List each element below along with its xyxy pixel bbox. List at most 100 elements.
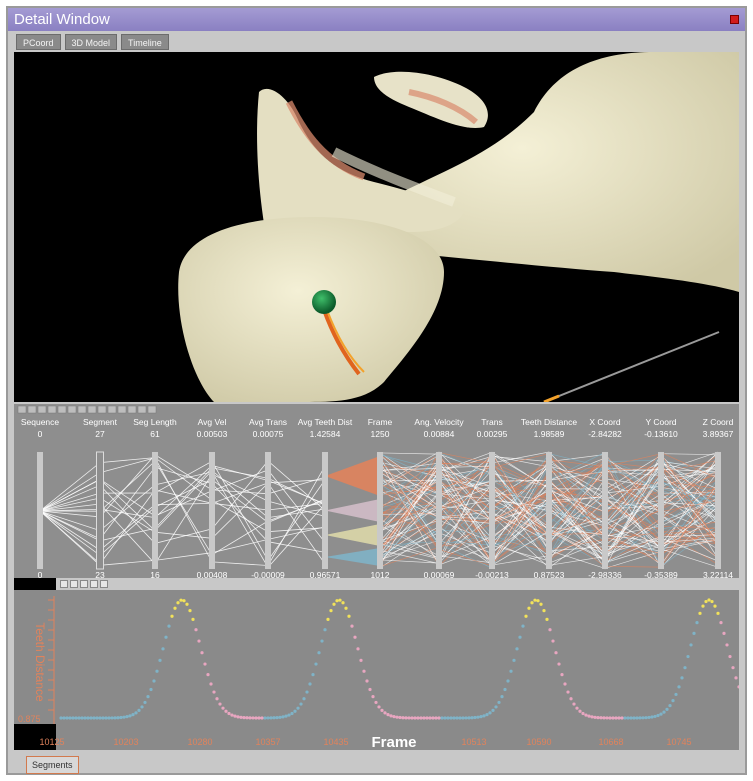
pc-axis[interactable]	[152, 452, 158, 569]
pc-line	[39, 471, 326, 568]
timeline-plot[interactable]: Teeth Distance 0.875 Frame 10125 10203 10280 1…	[14, 590, 739, 750]
timeline-point	[206, 672, 210, 677]
timeline-point	[95, 716, 99, 720]
timeline-point	[488, 711, 492, 715]
timeline-point	[662, 710, 666, 714]
pc-tool-button[interactable]	[87, 405, 97, 414]
pc-tool-button[interactable]	[67, 405, 77, 414]
timeline-point	[140, 705, 144, 709]
timeline-point	[533, 598, 537, 602]
marker-sphere[interactable]	[312, 290, 336, 314]
timeline-point	[74, 716, 78, 720]
pc-cluster-wedge	[325, 456, 380, 496]
timeline-point	[722, 631, 726, 636]
timeline-point	[404, 716, 408, 720]
pc-tool-button[interactable]	[27, 405, 37, 414]
timeline-point	[473, 715, 477, 720]
timeline-point	[251, 716, 255, 720]
3d-model-view[interactable]	[14, 52, 739, 402]
pc-tool-button[interactable]	[147, 405, 157, 414]
timeline-point	[491, 708, 495, 712]
pc-axis[interactable]	[602, 452, 608, 569]
timeline-point	[476, 715, 480, 719]
parallel-coordinates-plot[interactable]: Sequence 0 0 Segment 27 23 Seg Length 61 16 Avg V…	[14, 404, 739, 578]
timeline-x-tick: 10203	[113, 737, 138, 747]
pc-axis[interactable]	[436, 452, 442, 569]
timeline-point	[302, 697, 306, 701]
pc-axis-min: -0.00213	[475, 570, 509, 578]
timeline-point	[200, 651, 204, 655]
pc-tool-button[interactable]	[117, 405, 127, 414]
timeline-point	[257, 716, 261, 720]
pc-axis[interactable]	[715, 452, 721, 569]
timeline-point	[452, 716, 456, 720]
timeline-tool-button[interactable]	[70, 580, 78, 588]
pc-axis[interactable]	[377, 452, 383, 569]
pc-line	[39, 466, 326, 553]
pc-axis[interactable]	[322, 452, 328, 569]
timeline-point	[89, 716, 93, 720]
timeline-point	[335, 599, 339, 603]
timeline-point	[365, 679, 369, 683]
pc-tool-button[interactable]	[127, 405, 137, 414]
timeline-point	[236, 715, 240, 719]
timeline-point	[86, 716, 90, 720]
timeline-point	[623, 716, 627, 720]
pc-tool-button[interactable]	[47, 405, 57, 414]
timeline-point	[725, 643, 729, 647]
pc-tool-button[interactable]	[97, 405, 107, 414]
pc-line	[39, 465, 326, 519]
close-icon[interactable]	[730, 15, 739, 24]
pc-axis-name: Seg Length	[133, 417, 177, 427]
timeline-point	[434, 716, 438, 720]
tab-timeline[interactable]: Timeline	[121, 34, 169, 50]
pc-line	[39, 460, 326, 544]
pc-axis[interactable]	[489, 452, 495, 569]
timeline-point	[470, 716, 474, 720]
timeline-point	[389, 714, 393, 718]
timeline-tool-button[interactable]	[100, 580, 108, 588]
parallel-coordinates-panel[interactable]: Sequence 0 0 Segment 27 23 Seg Length 61 16 Avg V…	[14, 404, 739, 578]
timeline-point	[104, 716, 108, 720]
timeline-point	[338, 598, 342, 602]
timeline-point	[401, 716, 405, 720]
pc-axis[interactable]	[658, 452, 664, 569]
pc-axis[interactable]	[209, 452, 215, 569]
pc-tool-button[interactable]	[107, 405, 117, 414]
timeline-point	[227, 711, 231, 716]
timeline-point	[137, 708, 141, 712]
timeline-point	[446, 716, 450, 720]
timeline-point	[659, 712, 663, 716]
pc-line	[39, 473, 326, 565]
pc-axis[interactable]	[37, 452, 43, 569]
timeline-point	[212, 690, 216, 694]
timeline-panel[interactable]: Teeth Distance 0.875 Frame 10125 10203 10280 1…	[14, 590, 739, 750]
pc-axis[interactable]	[96, 451, 104, 570]
pc-axis-name: Avg Teeth Dist	[298, 417, 353, 427]
timeline-point	[632, 716, 636, 720]
timeline-point	[683, 666, 687, 670]
pc-axis-min: 3.22114	[703, 570, 733, 578]
pc-tool-button[interactable]	[77, 405, 87, 414]
pc-tool-button[interactable]	[37, 405, 47, 414]
pc-tool-button[interactable]	[17, 405, 27, 414]
timeline-point	[701, 604, 705, 608]
pc-tool-button[interactable]	[137, 405, 147, 414]
segments-button[interactable]: Segments	[26, 756, 79, 774]
pc-axis[interactable]	[546, 452, 552, 569]
window-titlebar[interactable]: Detail Window	[8, 8, 745, 31]
timeline-point	[563, 682, 567, 686]
timeline-point	[578, 709, 582, 713]
timeline-tool-button[interactable]	[80, 580, 88, 588]
timeline-tool-button[interactable]	[60, 580, 68, 588]
timeline-point	[482, 714, 486, 718]
timeline-point	[269, 716, 273, 720]
pc-tool-button[interactable]	[57, 405, 67, 414]
pc-axis-name: X Coord	[589, 417, 620, 427]
pc-line	[39, 457, 326, 533]
timeline-tool-button[interactable]	[90, 580, 98, 588]
tab-3d-model[interactable]: 3D Model	[64, 34, 118, 50]
tab-pcoord[interactable]: PCoord	[16, 34, 61, 50]
pc-axis[interactable]	[265, 452, 271, 569]
pc-axis-name: Avg Vel	[198, 417, 227, 427]
